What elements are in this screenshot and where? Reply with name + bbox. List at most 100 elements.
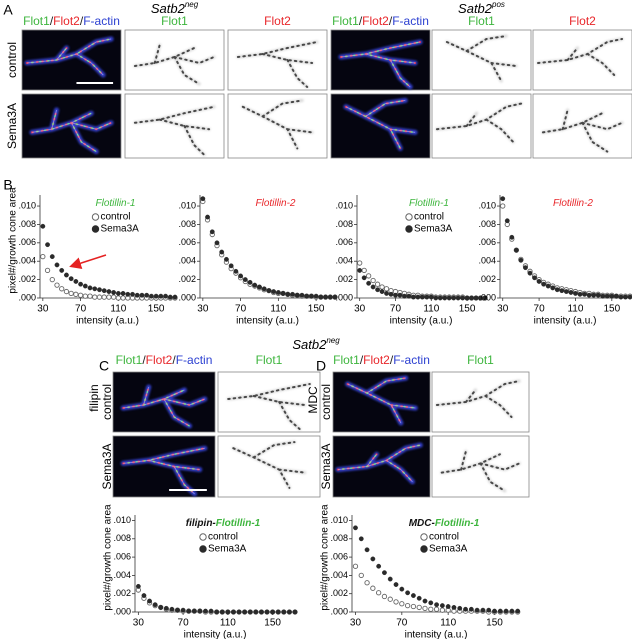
- gray-signal: [133, 43, 216, 86]
- x-tick-label: 70: [396, 618, 408, 629]
- data-point: [541, 281, 547, 287]
- data-point: [40, 253, 46, 260]
- data-point: [175, 607, 180, 613]
- y-tick-label: .002: [18, 274, 36, 284]
- title-sup: neg: [326, 336, 340, 345]
- y-tick-label: .006: [178, 237, 196, 247]
- y-axis-label: pixel#/growth cone area: [8, 187, 19, 294]
- data-point: [49, 254, 55, 260]
- group-title: Satb2pos: [458, 0, 505, 16]
- data-point: [148, 293, 154, 299]
- data-point: [457, 605, 463, 611]
- y-tick-label: .008: [330, 533, 348, 543]
- micrograph: [330, 93, 431, 159]
- data-point: [364, 547, 370, 553]
- label-part: /: [359, 14, 363, 28]
- x-tick-label: 30: [133, 618, 145, 629]
- chart-title: Flotillin-1: [409, 198, 449, 209]
- data-point: [110, 294, 117, 300]
- label-part: Flotillin-2: [553, 198, 593, 209]
- y-tick-label: .008: [178, 219, 196, 229]
- legend-marker: [405, 213, 413, 221]
- y-axis-label: pixel#/growth cone area: [320, 504, 331, 611]
- y-tick-label: .002: [113, 588, 131, 598]
- merge-core: [345, 99, 416, 149]
- data-point: [92, 286, 98, 292]
- label-part: /: [50, 14, 54, 28]
- legend-label: control: [208, 532, 238, 543]
- legend-label: Sema3A: [208, 544, 247, 555]
- micrograph: [227, 29, 328, 91]
- data-point: [152, 602, 158, 608]
- x-tick-label: 150: [148, 304, 165, 315]
- label-part: Flotillin-1: [216, 518, 261, 529]
- data-point: [381, 593, 388, 600]
- title-base: Satb2: [151, 1, 186, 16]
- y-tick-label: .000: [178, 292, 196, 302]
- data-point: [463, 606, 468, 612]
- data-point: [92, 294, 98, 300]
- data-point: [405, 590, 411, 596]
- data-point: [59, 286, 65, 292]
- data-point: [285, 291, 291, 297]
- data-point: [280, 291, 286, 296]
- row-label: control: [100, 384, 114, 420]
- label-part: MDC-: [409, 518, 436, 529]
- x-tick-label: 150: [459, 304, 476, 315]
- data-point: [115, 295, 122, 301]
- label-part: Flot2: [362, 14, 389, 28]
- data-point: [460, 295, 466, 301]
- section-title: Satb2neg: [292, 336, 340, 352]
- data-point: [44, 267, 51, 274]
- chart-title: Flotillin-1: [95, 198, 135, 209]
- data-point: [141, 593, 147, 598]
- y-tick-label: .006: [113, 551, 131, 561]
- data-point: [469, 295, 474, 301]
- micrograph: [21, 29, 122, 91]
- data-point: [388, 291, 394, 297]
- data-point: [586, 292, 592, 298]
- data-point: [370, 277, 376, 284]
- micrograph: [227, 93, 328, 159]
- title-base: Satb2: [292, 337, 327, 352]
- data-point: [64, 272, 69, 278]
- data-point: [545, 283, 551, 289]
- data-point: [158, 293, 164, 299]
- data-point: [410, 294, 416, 300]
- data-point: [73, 291, 79, 297]
- data-point: [125, 291, 131, 297]
- data-point: [451, 295, 457, 301]
- data-point: [180, 607, 186, 613]
- label-part: Flot1: [256, 353, 283, 367]
- x-tick-label: 70: [75, 304, 87, 315]
- gray-puncta: [435, 102, 523, 143]
- row-label: Sema3A: [5, 103, 19, 149]
- label-part: /: [172, 353, 176, 367]
- data-point: [613, 293, 619, 299]
- data-point: [600, 293, 606, 299]
- data-point: [509, 234, 515, 240]
- y-tick-label: .000: [113, 606, 131, 616]
- data-point: [353, 525, 358, 531]
- data-point: [527, 270, 533, 276]
- chart-title: Flotillin-2: [255, 198, 295, 209]
- column-label: Flot1/Flot2/F-actin: [333, 353, 430, 367]
- data-point: [139, 292, 145, 298]
- y-tick-label: .002: [335, 274, 353, 284]
- data-point: [231, 609, 236, 615]
- micrograph: [332, 435, 431, 498]
- data-point: [404, 602, 411, 609]
- label-part: Flot2: [53, 14, 80, 28]
- label-part: Flot2: [264, 14, 291, 28]
- micrograph: [217, 371, 321, 433]
- data-point: [383, 286, 390, 292]
- y-tick-label: .004: [335, 256, 353, 266]
- y-tick-label: .010: [478, 200, 496, 210]
- data-point: [464, 295, 470, 301]
- data-point: [191, 608, 197, 614]
- y-tick-label: .008: [335, 219, 353, 229]
- x-axis-label: intensity (a.u.): [236, 316, 299, 327]
- data-point: [115, 291, 121, 296]
- micrograph: [112, 435, 216, 498]
- y-tick-label: .006: [18, 237, 36, 247]
